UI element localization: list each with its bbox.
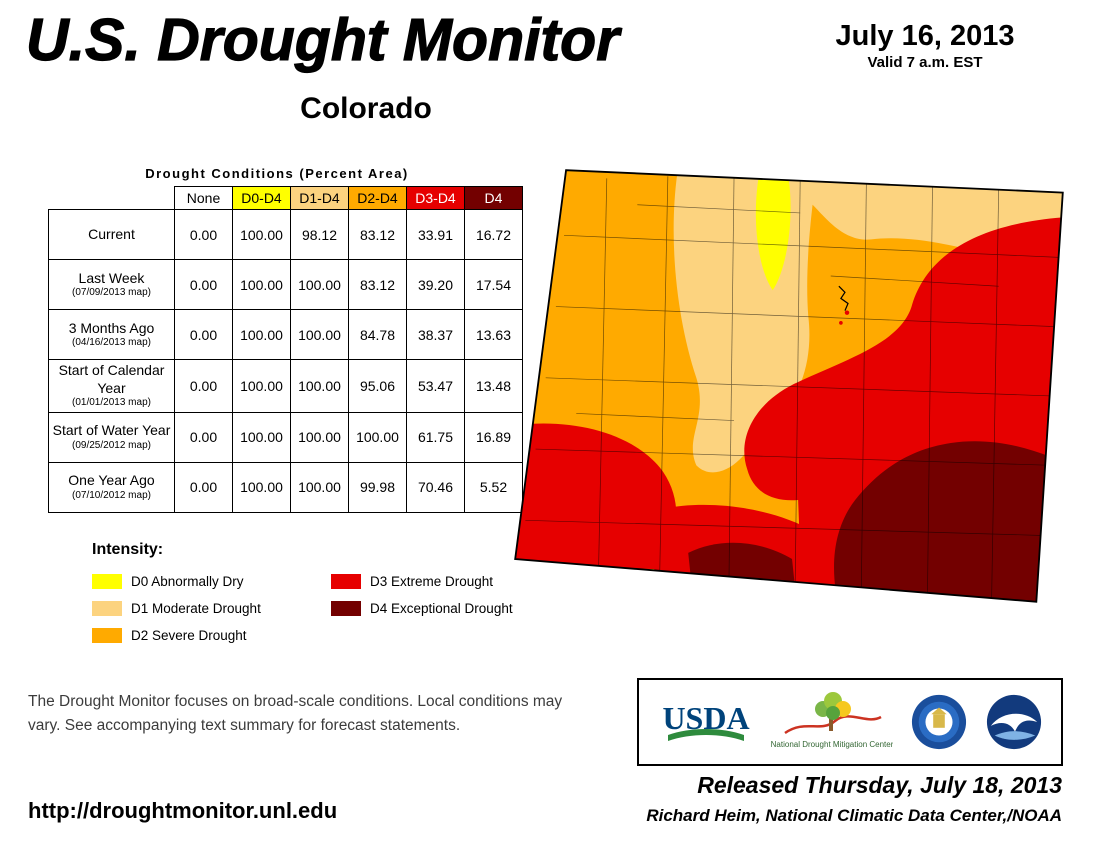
table-cell: 100.00 [232, 209, 291, 260]
d0-region [755, 172, 791, 291]
legend: Intensity: D0 Abnormally Dry D1 Moderate … [92, 541, 522, 649]
county-lines [525, 176, 1063, 602]
table-cell: 99.98 [348, 461, 407, 513]
table-cell: 100.00 [232, 309, 291, 360]
table-row: One Year Ago (07/10/2012 map) 0.00 100.00 10… [48, 461, 523, 513]
column-header-none: None [174, 186, 233, 210]
legend-label: D4 Exceptional Drought [370, 601, 513, 616]
table-row: Last Week (07/09/2013 map) 0.00 100.00 100.0… [48, 259, 523, 310]
svg-text:National Drought Mitigation Ce: National Drought Mitigation Center [771, 740, 893, 749]
drought-stats-table: None D0-D4 D1-D4 D2-D4 D3-D4 D4 Current 0.00 10… [48, 186, 523, 513]
ndmc-logo: National Drought Mitigation Center [771, 689, 893, 755]
legend-swatch [331, 574, 361, 589]
table-cell: 84.78 [348, 309, 407, 360]
legend-item-d2: D2 Severe Drought [92, 622, 283, 649]
d4-region-southeast [834, 441, 1063, 602]
table-row: Start of Calendar Year (01/01/2013 map) 0.… [48, 359, 523, 413]
website-url[interactable]: http://droughtmonitor.unl.edu [28, 798, 338, 823]
legend-label: D0 Abnormally Dry [131, 574, 244, 589]
table-cell: 83.12 [348, 209, 407, 260]
legend-swatch [92, 601, 122, 616]
table-cell: 0.00 [174, 309, 233, 360]
legend-items: D0 Abnormally Dry D1 Moderate Drought D2 S… [92, 568, 522, 649]
table-cell: 61.75 [406, 411, 465, 463]
legend-item-d3: D3 Extreme Drought [331, 568, 522, 595]
table-title: Drought Conditions (Percent Area) [145, 166, 409, 181]
table-cell: 100.00 [348, 411, 407, 463]
row-label: Current [48, 209, 175, 260]
row-label: One Year Ago (07/10/2012 map) [48, 461, 175, 513]
table-cell: 100.00 [290, 411, 349, 463]
table-header-row: None D0-D4 D1-D4 D2-D4 D3-D4 D4 [49, 186, 523, 210]
d3-region-southwest [515, 423, 677, 570]
row-label: Last Week (07/09/2013 map) [48, 259, 175, 310]
column-header-d0-d4: D0-D4 [232, 186, 291, 210]
table-cell: 100.00 [232, 411, 291, 463]
table-cell: 5.52 [464, 461, 523, 513]
table-cell: 100.00 [232, 461, 291, 513]
table-cell: 33.91 [406, 209, 465, 260]
table-cell: 100.00 [290, 309, 349, 360]
table-cell: 95.06 [348, 359, 407, 413]
date-block: July 16, 2013 Valid 7 a.m. EST [760, 20, 1090, 71]
table-cell: 98.12 [290, 209, 349, 260]
table-cell: 17.54 [464, 259, 523, 310]
released-date: Released Thursday, July 18, 2013 [697, 772, 1062, 798]
table-cell: 100.00 [290, 461, 349, 513]
table-cell: 100.00 [290, 259, 349, 310]
table-cell: 38.37 [406, 309, 465, 360]
legend-title: Intensity: [92, 541, 164, 558]
legend-label: D3 Extreme Drought [370, 574, 494, 589]
table-cell: 0.00 [174, 461, 233, 513]
author-credit: Richard Heim, National Climatic Data Cen… [646, 806, 1062, 825]
university-seal-logo [910, 693, 968, 751]
column-header-d4: D4 [464, 186, 523, 210]
table-row: Current 0.00 100.00 98.12 83.12 33.91 16.72 [48, 209, 523, 260]
table-cell: 100.00 [232, 359, 291, 413]
table-cell: 13.48 [464, 359, 523, 413]
map-date: July 16, 2013 [835, 20, 1015, 52]
column-header-d2-d4: D2-D4 [348, 186, 407, 210]
row-label: Start of Calendar Year (01/01/2013 map) [48, 359, 175, 413]
disclaimer-text: The Drought Monitor focuses on broad-sca… [28, 693, 563, 735]
table-cell: 0.00 [174, 209, 233, 260]
column-header-d1-d4: D1-D4 [290, 186, 349, 210]
region-title: Colorado [300, 92, 432, 125]
row-label: Start of Water Year (09/25/2012 map) [48, 411, 175, 463]
table-cell: 53.47 [406, 359, 465, 413]
table-cell: 83.12 [348, 259, 407, 310]
usda-logo: USDA [658, 693, 754, 751]
table-cell: 100.00 [290, 359, 349, 413]
drought-map-svg [514, 169, 1064, 603]
table-corner-cell [49, 187, 175, 210]
legend-item-d4: D4 Exceptional Drought [331, 595, 522, 622]
table-cell: 13.63 [464, 309, 523, 360]
row-label: 3 Months Ago (04/16/2013 map) [48, 309, 175, 360]
table-row: Start of Water Year (09/25/2012 map) 0.00 1… [48, 411, 523, 463]
legend-swatch [92, 574, 122, 589]
table-cell: 0.00 [174, 359, 233, 413]
table-cell: 0.00 [174, 411, 233, 463]
legend-swatch [331, 601, 361, 616]
table-cell: 39.20 [406, 259, 465, 310]
column-header-d3-d4: D3-D4 [406, 186, 465, 210]
logo-box: USDA National Drought Mitigation Center [637, 678, 1063, 766]
legend-item-d0: D0 Abnormally Dry [92, 568, 283, 595]
page-title: U.S. Drought Monitor [25, 6, 620, 73]
colorado-drought-map [505, 163, 1075, 613]
legend-item-d1: D1 Moderate Drought [92, 595, 283, 622]
noaa-logo [985, 693, 1043, 751]
denver-detail [838, 285, 850, 325]
table-cell: 70.46 [406, 461, 465, 513]
table-row: 3 Months Ago (04/16/2013 map) 0.00 100.00 10… [48, 309, 523, 360]
table-cell: 16.72 [464, 209, 523, 260]
legend-label: D2 Severe Drought [131, 628, 247, 643]
state-border [514, 169, 1064, 603]
table-cell: 100.00 [232, 259, 291, 310]
table-cell: 16.89 [464, 411, 523, 463]
table-cell: 0.00 [174, 259, 233, 310]
legend-label: D1 Moderate Drought [131, 601, 261, 616]
legend-swatch [92, 628, 122, 643]
valid-time: Valid 7 a.m. EST [867, 54, 983, 71]
